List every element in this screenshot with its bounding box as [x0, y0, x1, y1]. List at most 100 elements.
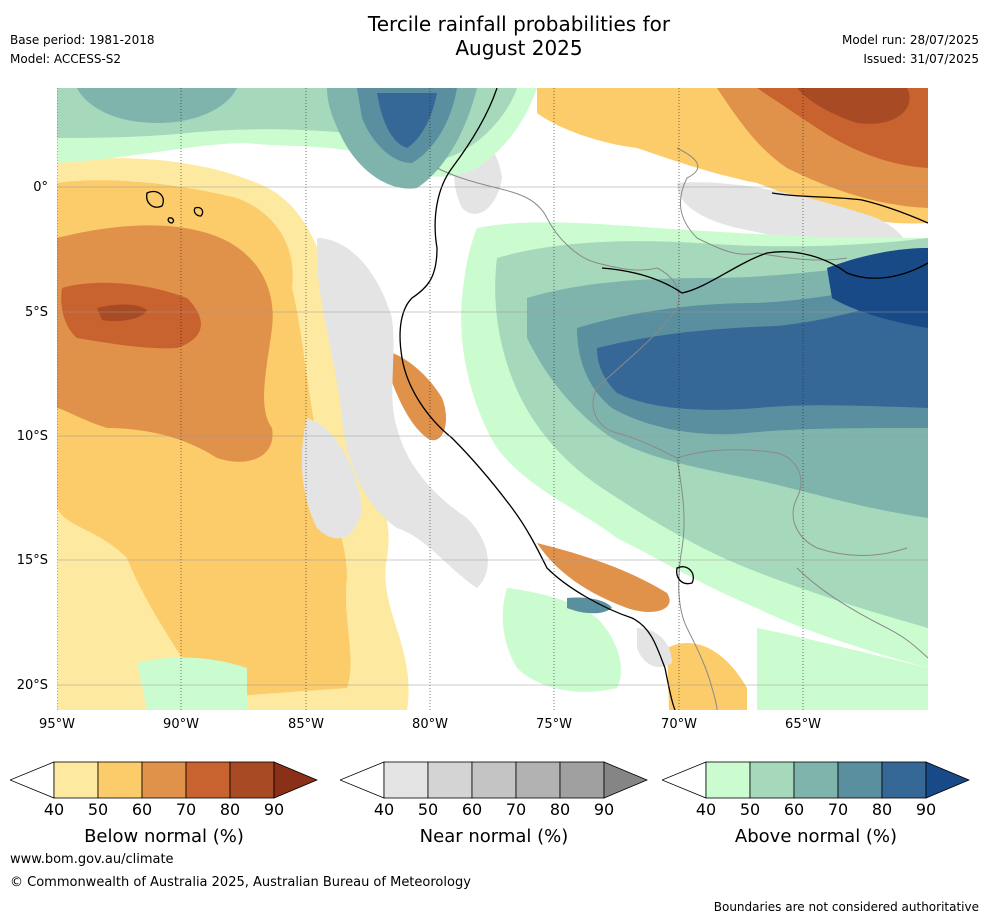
above-normal-legend-title: Above normal (%) — [734, 826, 898, 847]
above-tick-50: 50 — [739, 800, 761, 819]
below-cbar-bin-80-90 — [229, 761, 275, 799]
amazon-river — [601, 192, 928, 294]
near-cbar-bin-80-90 — [559, 761, 605, 799]
border-peru-bolivia — [676, 457, 688, 629]
above-normal-colorbar — [662, 761, 970, 799]
model-run-text: Model run: 28/07/2025 — [841, 33, 979, 47]
probability-map — [57, 88, 928, 710]
above-normal-pacific-north-60 — [77, 88, 237, 123]
above-cbar-bin-70-80 — [837, 761, 883, 799]
galapagos-islands — [146, 190, 204, 224]
boundaries-disclaimer: Boundaries are not considered authoritat… — [713, 900, 979, 914]
above-tick-70: 70 — [827, 800, 849, 819]
near-tick-60: 60 — [461, 800, 483, 819]
amazon-river-north — [771, 192, 928, 224]
base-period-text: Base period: 1981-2018 — [10, 33, 155, 47]
above-normal-regions — [57, 88, 928, 710]
above-normal-southern-pacific — [502, 588, 621, 692]
above-normal-southern-pacific-60 — [567, 597, 612, 614]
below-cbar-under — [10, 761, 55, 799]
border-peru-brazil — [546, 217, 680, 459]
below-cbar-bin-60-70 — [141, 761, 187, 799]
near-tick-80: 80 — [549, 800, 571, 819]
below-normal-legend-title: Below normal (%) — [84, 826, 244, 847]
lon-label-75w: 75°W — [536, 717, 572, 732]
issued-text: Issued: 31/07/2025 — [863, 52, 979, 66]
coastline — [399, 88, 676, 710]
below-tick-40: 40 — [43, 800, 65, 819]
above-normal-gulf-80 — [377, 93, 437, 148]
near-cbar-bin-40-50 — [383, 761, 429, 799]
above-cbar-over — [925, 761, 970, 799]
above-normal-southern-bottom — [137, 657, 247, 710]
lon-label-95w: 95°W — [39, 717, 75, 732]
near-tick-70: 70 — [505, 800, 527, 819]
near-tick-50: 50 — [417, 800, 439, 819]
near-normal-ocean-band — [317, 238, 488, 588]
below-normal-regions — [57, 88, 928, 710]
lat-label-15s: 15°S — [16, 553, 48, 568]
titicaca-region — [676, 566, 694, 585]
below-normal-colorbar — [10, 761, 318, 799]
galapagos-island-3 — [167, 217, 175, 224]
below-tick-80: 80 — [219, 800, 241, 819]
country-borders — [436, 147, 928, 710]
below-cbar-bin-70-80 — [185, 761, 231, 799]
near-cbar-bin-60-70 — [471, 761, 517, 799]
above-normal-amazon-90 — [827, 248, 928, 328]
title-line-2: August 2025 — [455, 36, 583, 60]
near-cbar-bin-70-80 — [515, 761, 561, 799]
above-tick-80: 80 — [871, 800, 893, 819]
lon-label-85w: 85°W — [288, 717, 324, 732]
above-cbar-under — [662, 761, 707, 799]
lat-label-20s: 20°S — [16, 678, 48, 693]
lon-label-65w: 65°W — [785, 717, 821, 732]
below-normal-coast-peru — [382, 350, 447, 441]
amazon-river-main — [601, 251, 928, 294]
border-colombia-venezuela — [676, 147, 848, 261]
below-normal-north-80 — [797, 88, 910, 124]
near-normal-colorbar — [340, 761, 648, 799]
border-chile-bolivia — [686, 627, 718, 710]
near-tick-40: 40 — [373, 800, 395, 819]
above-cbar-bin-40-50 — [705, 761, 751, 799]
below-tick-50: 50 — [87, 800, 109, 819]
border-bolivia-brazil — [676, 449, 908, 556]
above-cbar-bin-50-60 — [749, 761, 795, 799]
border-bolivia-paraguay — [796, 567, 928, 659]
below-normal-pacific-80 — [97, 304, 147, 322]
above-tick-40: 40 — [695, 800, 717, 819]
border-colombia-ecuador — [436, 167, 548, 219]
below-cbar-bin-50-60 — [97, 761, 143, 799]
galapagos-island-1 — [146, 190, 164, 208]
lon-label-70w: 70°W — [661, 717, 697, 732]
lon-label-80w: 80°W — [412, 717, 448, 732]
above-normal-south-east — [757, 628, 928, 710]
above-cbar-bin-60-70 — [793, 761, 839, 799]
lon-label-90w: 90°W — [163, 717, 199, 732]
below-cbar-bin-40-50 — [53, 761, 99, 799]
above-normal-amazon-80 — [597, 288, 928, 410]
near-cbar-under — [340, 761, 385, 799]
lat-label-5s: 5°S — [24, 305, 48, 320]
near-normal-ocean-south — [301, 418, 362, 539]
lat-label-10s: 10°S — [16, 429, 48, 444]
near-normal-legend-title: Near normal (%) — [419, 826, 569, 847]
below-cbar-over — [273, 761, 318, 799]
below-tick-90: 90 — [263, 800, 285, 819]
parallels — [57, 186, 928, 686]
above-tick-90: 90 — [915, 800, 937, 819]
above-tick-60: 60 — [783, 800, 805, 819]
below-normal-chile-north — [667, 642, 747, 710]
copyright-text: © Commonwealth of Australia 2025, Austra… — [10, 875, 471, 890]
near-tick-90: 90 — [593, 800, 615, 819]
website-link[interactable]: www.bom.gov.au/climate — [10, 852, 174, 867]
galapagos-island-2 — [193, 206, 204, 217]
near-cbar-over — [603, 761, 648, 799]
above-cbar-bin-80-90 — [881, 761, 927, 799]
lat-label-0: 0° — [33, 180, 48, 195]
lake-titicaca — [676, 566, 694, 585]
model-text: Model: ACCESS-S2 — [10, 52, 122, 66]
map-title: Tercile rainfall probabilities for Augus… — [319, 12, 719, 60]
below-tick-70: 70 — [175, 800, 197, 819]
